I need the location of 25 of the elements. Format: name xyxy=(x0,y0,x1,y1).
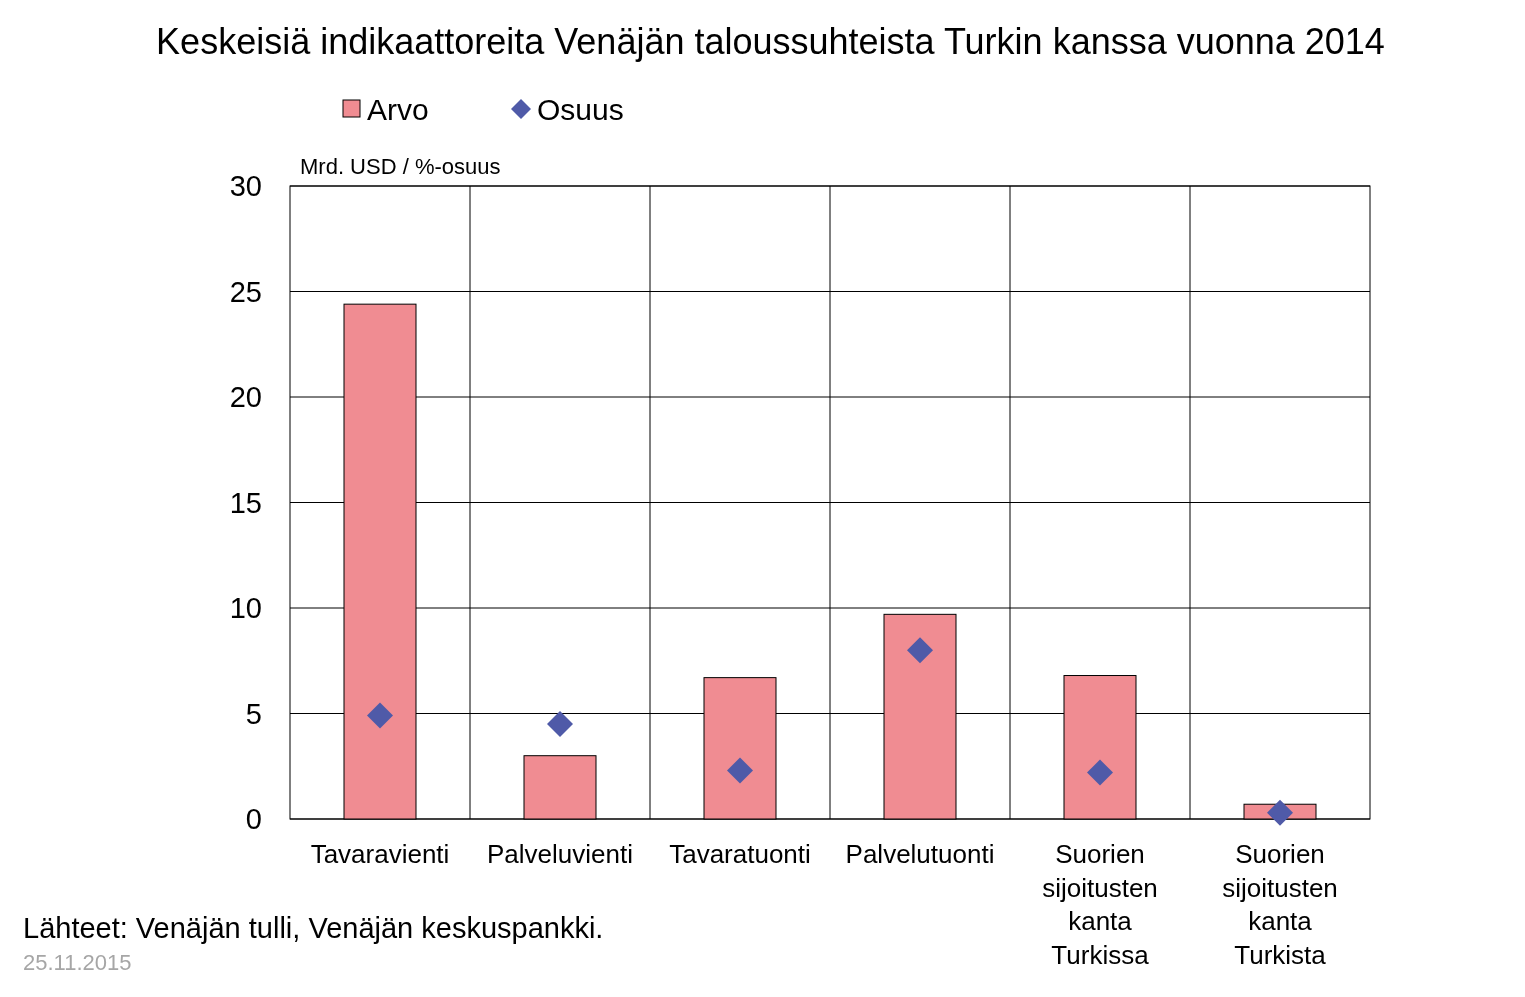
y-tick-label: 25 xyxy=(229,275,262,308)
y-axis-title: Mrd. USD / %-osuus xyxy=(300,154,501,179)
legend-label: Osuus xyxy=(537,93,624,126)
point xyxy=(907,637,933,664)
y-tick-label: 5 xyxy=(245,697,262,730)
point xyxy=(1267,799,1293,826)
text: 25.11.2015 xyxy=(23,950,132,975)
point xyxy=(727,757,753,784)
y-tick-label: 15 xyxy=(229,486,262,519)
x-tick-label: Palvelutuonti xyxy=(845,839,995,869)
x-tick-label: Tavaravienti xyxy=(310,839,450,869)
x-tick-label: Suorien sijoitusten kanta Turkissa xyxy=(1042,839,1158,970)
text: Lähteet: Venäjän tulli, Venäjän keskuspankki. xyxy=(23,912,604,944)
point xyxy=(547,711,573,738)
point xyxy=(367,702,393,729)
y-tick-label: 10 xyxy=(229,592,262,624)
legend-label: Arvo xyxy=(367,93,429,126)
y-tick-label: 0 xyxy=(245,803,262,835)
x-tick-label: Palveluvienti xyxy=(487,839,633,869)
y-tick-label: 20 xyxy=(229,381,262,413)
chart-title: Keskeisiä indikaattoreita Venäjän taloussuhteista Turkin kanssa vuonna 2014 xyxy=(156,21,1385,62)
x-tick-label: Suorien sijoitusten kanta Turkista xyxy=(1222,839,1338,970)
x-tick-label: Tavaratuonti xyxy=(669,839,811,869)
point xyxy=(1087,759,1113,786)
y-tick-label: 30 xyxy=(229,170,262,202)
